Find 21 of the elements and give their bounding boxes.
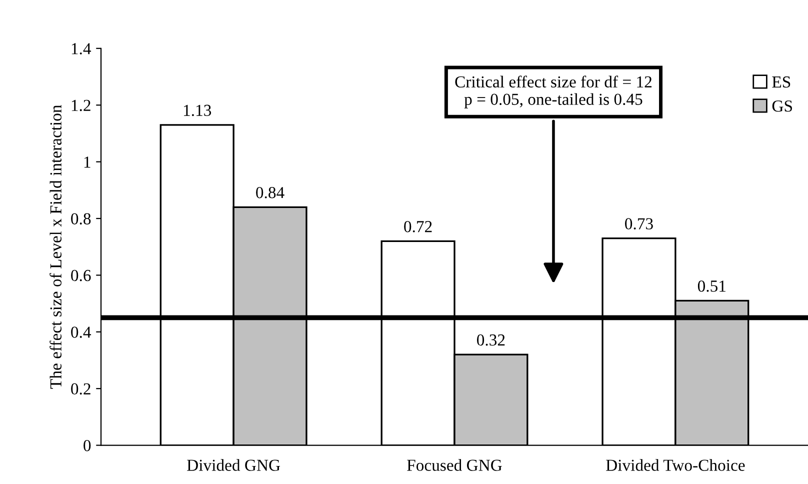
data-label: 0.72: [404, 220, 432, 232]
data-label: 0.73: [625, 218, 653, 230]
legend-label: GS: [772, 100, 792, 112]
data-label: 0.84: [256, 186, 284, 198]
data-label: 0.32: [477, 334, 505, 346]
y-tick-label: 0.4: [71, 326, 92, 338]
y-tick-label: 0.2: [71, 383, 90, 395]
x-tick-label: Divided Two-Choice: [606, 459, 745, 471]
x-tick-label: Focused GNG: [407, 459, 502, 471]
y-tick-label: 1.4: [72, 43, 92, 54]
x-tick-label: Divided GNG: [187, 459, 280, 471]
legend-label: ES: [772, 76, 790, 88]
data-label: 1.13: [184, 104, 212, 116]
y-tick-label: 1.2: [72, 100, 90, 112]
y-tick-label: 0: [84, 440, 91, 452]
annotation: Critical effect size for df = 12 p = 0.05, one-tailed is 0.45: [455, 76, 652, 108]
y-tick-label: 0.8: [71, 213, 91, 225]
y-axis-title: The effect size of Level x Field interaction: [50, 104, 62, 389]
y-tick-label: 0.6: [71, 270, 91, 282]
y-tick-label: 1: [84, 156, 90, 168]
data-label: 0.51: [698, 280, 726, 292]
